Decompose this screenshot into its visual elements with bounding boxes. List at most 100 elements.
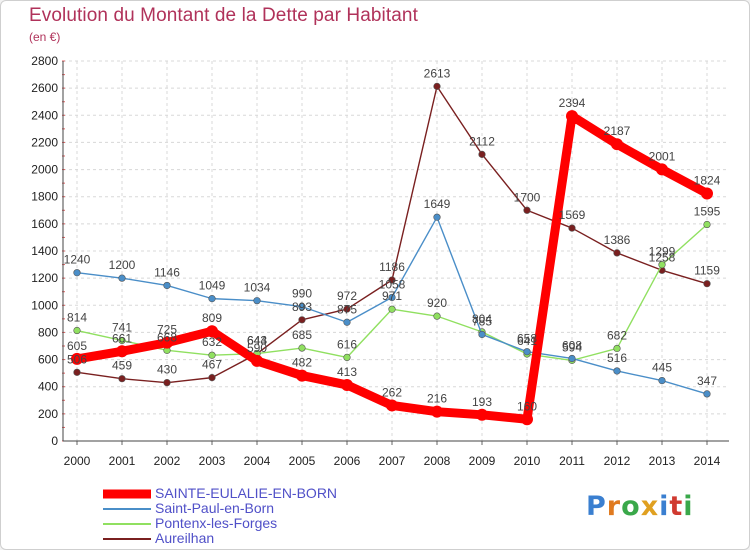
data-point [116,345,128,358]
x-tick-label: 2001 [109,454,136,468]
data-label: 1700 [514,190,541,204]
data-point [388,305,396,313]
legend-label: Saint-Paul-en-Born [155,500,275,516]
data-label: 643 [247,334,267,348]
x-tick-label: 2009 [469,454,496,468]
legend-swatch [103,522,151,525]
data-point [118,336,126,345]
y-tick-label: 2000 [31,163,58,177]
data-label: 1186 [379,260,405,274]
data-point [433,82,441,90]
data-label: 1058 [379,277,406,291]
data-point [476,408,488,421]
data-point [703,280,711,288]
data-label: 347 [697,374,717,388]
legend-item: Pontenx-les-Forges [103,516,363,531]
x-tick-label: 2006 [334,454,361,468]
y-tick-label: 1600 [31,217,58,231]
legend-swatch [103,507,151,510]
y-tick-label: 1200 [31,271,58,285]
data-point [478,330,486,339]
x-tick-label: 2000 [64,454,91,468]
data-label: 2394 [559,96,586,110]
data-label: 459 [112,359,132,373]
x-tick-label: 2007 [379,454,406,468]
data-label: 804 [472,312,492,326]
data-label: 725 [157,323,177,337]
data-label: 661 [112,331,132,345]
data-point [118,274,126,282]
data-label: 990 [292,287,312,301]
data-point [298,344,306,352]
x-tick-label: 2014 [694,454,721,468]
chart-subtitle: (en €) [29,30,61,44]
y-tick-label: 1800 [31,190,58,204]
data-label: 632 [202,335,222,349]
data-label: 668 [157,330,177,344]
data-label: 893 [292,300,312,314]
data-point [208,374,216,382]
data-point [208,351,216,359]
data-point [431,405,443,418]
data-point [658,261,666,269]
data-label: 682 [607,328,627,342]
legend-swatch [103,489,151,498]
legend-item: Saint-Paul-en-Born [103,501,363,516]
data-point [341,378,353,391]
data-label: 1146 [154,265,180,279]
data-label: 216 [427,392,447,406]
data-label: 1159 [694,264,720,278]
y-tick-label: 1400 [31,244,58,258]
data-label: 1595 [694,205,721,219]
data-label: 413 [337,365,357,379]
data-label: 1200 [109,258,136,272]
data-label: 785 [472,314,492,328]
data-label: 430 [157,363,177,377]
data-point [118,375,126,383]
data-point [568,354,576,363]
data-point [656,163,668,176]
data-point [433,312,441,320]
data-label: 1386 [604,233,631,247]
x-tick-label: 2008 [424,454,451,468]
data-label: 482 [292,356,312,370]
data-point [298,316,306,324]
data-point [163,379,171,387]
data-label: 445 [652,361,672,375]
data-point [613,249,621,257]
data-point [388,293,396,302]
data-label: 605 [67,339,87,353]
data-point [613,367,621,375]
data-label: 506 [67,352,87,366]
data-point [251,354,263,367]
y-tick-label: 2800 [31,54,58,68]
data-point [613,344,621,353]
data-point [343,318,351,326]
data-point [521,413,533,426]
data-point [343,305,351,313]
logo-letter: t [669,491,684,522]
data-point [71,352,83,365]
data-label: 971 [382,289,402,303]
data-point [161,336,173,349]
data-label: 594 [562,340,582,354]
x-tick-label: 2010 [514,454,541,468]
data-label: 809 [202,311,222,325]
data-label: 1034 [244,281,271,295]
data-label: 467 [202,358,222,372]
y-tick-label: 0 [51,434,58,448]
legend-label: Aureilhan [155,530,215,546]
x-tick-label: 2003 [199,454,226,468]
chart-title: Evolution du Montant de la Dette par Hab… [29,5,418,26]
data-point [343,353,351,362]
y-tick-label: 1000 [31,298,58,312]
data-label: 2001 [649,149,676,163]
data-label: 1049 [199,279,226,293]
logo-letter: i [659,491,670,522]
data-label: 685 [292,328,312,342]
data-label: 972 [337,289,357,303]
proxiti-logo: Proxiti [586,491,694,522]
data-point [478,150,486,158]
